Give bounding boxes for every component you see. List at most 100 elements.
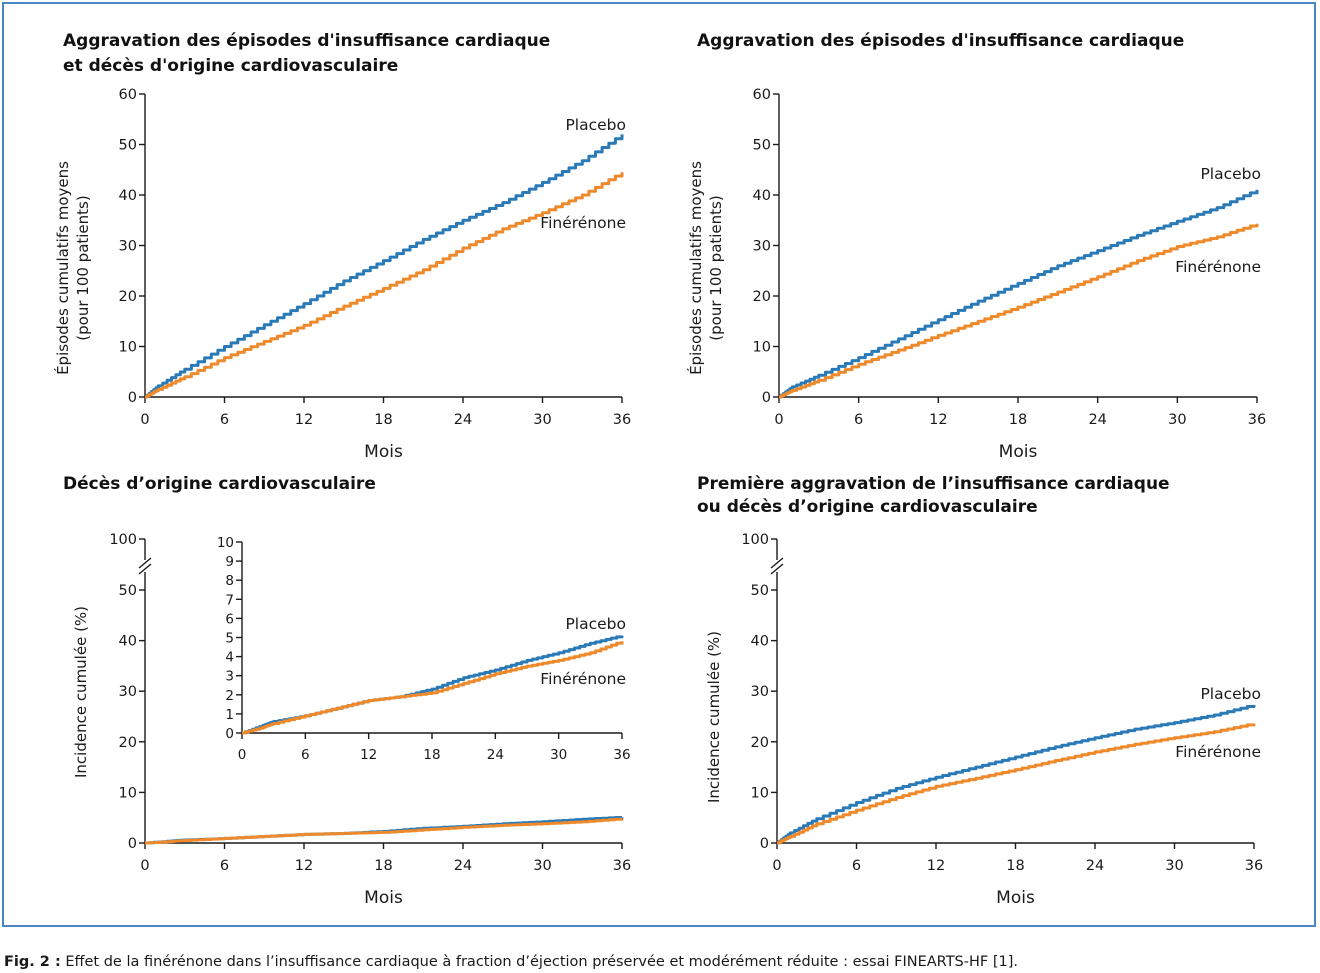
chart-c-inset-x-tick-label: 24 [487,747,504,763]
chart-b-x-tick-label: 36 [1248,412,1266,428]
chart-c-y-tick-label: 50 [119,583,137,599]
chart-c-y-tick-label: 0 [128,836,137,852]
chart-c-inset-y-tick-label: 3 [225,669,234,685]
chart-c-inset-y-tick-label: 2 [225,688,234,704]
chart-d-y-tick-label: 50 [751,583,769,599]
chart-d-y-tick-label: 10 [751,785,769,801]
chart-b-series-placebo [779,189,1259,399]
chart-c-inset-y-tick-label: 6 [225,611,234,627]
chart-c-y-tick-label: 30 [119,684,137,700]
chart-b-y-tick-label: 40 [753,188,771,204]
chart-c-inset-x-tick-label: 18 [423,747,440,763]
chart-a-title: et décès d'origine cardiovasculaire [63,56,398,76]
chart-c-inset-y-tick-label: 9 [225,554,234,570]
chart-c-inset-y-tick-label: 0 [225,726,234,742]
chart-c-inset-label-finerenone: Finérénone [540,670,626,688]
chart-c-x-label: Mois [364,888,403,908]
chart-c-axis-break [138,563,152,575]
chart-b-label-finerenone: Finérénone [1175,258,1261,276]
chart-d-x-tick-label: 36 [1245,858,1263,874]
chart-c-x-tick-label: 30 [533,858,551,874]
chart-c-x-tick-label: 18 [374,858,392,874]
chart-b-x-tick-label: 6 [854,412,863,428]
chart-c-inset-x-tick-label: 30 [550,747,567,763]
chart-c-inset-series-finerenone [242,641,624,735]
chart-c-axis-break [138,557,152,569]
chart-c-x-tick-label: 24 [454,858,472,874]
chart-d-label-placebo: Placebo [1200,685,1261,703]
chart-b-x-tick-label: 12 [929,412,947,428]
chart-d-x-tick-label: 30 [1165,858,1183,874]
chart-d-x-tick-label: 24 [1086,858,1104,874]
chart-b-x-tick-label: 18 [1009,412,1027,428]
chart-d-y-tick-label: 40 [751,634,769,650]
chart-b-y-label: (pour 100 patients) [707,195,725,340]
chart-a-y-tick-label: 20 [119,289,137,305]
chart-c-inset-x-tick-label: 6 [301,747,310,763]
chart-c-y-tick-label: 20 [119,735,137,751]
chart-c-inset-y-tick-label: 7 [225,592,234,608]
chart-d-y-tick-label: 100 [741,532,769,548]
chart-c-x-tick-label: 0 [140,858,149,874]
chart-d-y-tick-label: 0 [760,836,769,852]
chart-a-x-tick-label: 30 [533,412,551,428]
chart-c-inset-y-tick-label: 10 [217,535,234,551]
caption-label: Fig. 2 : [4,954,61,970]
chart-d-series-placebo [777,704,1256,845]
chart-d-y-label: Incidence cumulée (%) [705,631,723,803]
chart-c-inset-x-tick-label: 36 [613,747,630,763]
chart-d-x-tick-label: 0 [772,858,781,874]
chart-d-y-tick-label: 30 [751,684,769,700]
chart-a-title: Aggravation des épisodes d'insuffisance … [63,31,550,51]
chart-c-inset-x-tick-label: 12 [360,747,377,763]
chart-d-y-tick-label: 20 [751,735,769,751]
chart-d-axis-break [770,563,784,575]
chart-d-x-label: Mois [996,888,1035,908]
chart-a-y-tick-label: 30 [119,239,137,255]
chart-b-y-label: Épisodes cumulatifs moyens [686,161,705,375]
chart-a-y-tick-label: 0 [128,390,137,406]
chart-d-x-tick-label: 18 [1006,858,1024,874]
chart-c-inset-y-tick-label: 5 [225,631,234,647]
chart-b-y-tick-label: 60 [753,87,771,103]
chart-c-y-tick-label: 10 [119,785,137,801]
caption-text: Effet de la finérénone dans l’insuffisan… [60,954,1018,970]
chart-d-x-tick-label: 12 [927,858,945,874]
chart-b-y-tick-label: 20 [753,289,771,305]
chart-c-title: Décès d’origine cardiovasculaire [63,474,376,494]
chart-a-series-finerenone [145,172,624,399]
chart-a-y-tick-label: 60 [119,87,137,103]
chart-c-inset-y-tick-label: 8 [225,573,234,589]
chart-a-label-placebo: Placebo [565,116,626,134]
chart-b-y-tick-label: 30 [753,239,771,255]
figure-caption: Fig. 2 : Effet de la finérénone dans l’i… [4,954,1018,970]
chart-a-label-finerenone: Finérénone [540,214,626,232]
chart-c-series-finerenone [145,817,624,845]
chart-c-y-label: Incidence cumulée (%) [72,606,90,778]
chart-d-title: Première aggravation de l’insuffisance c… [697,474,1170,494]
chart-a-y-label: Épisodes cumulatifs moyens [53,161,72,375]
figure-frame [2,2,1316,927]
chart-c-inset-x-tick-label: 0 [238,747,247,763]
chart-a-x-tick-label: 6 [220,412,229,428]
chart-a-x-tick-label: 24 [454,412,472,428]
chart-d-axis-break [770,557,784,569]
chart-b-label-placebo: Placebo [1200,165,1261,183]
chart-c-x-tick-label: 12 [295,858,313,874]
chart-a-x-tick-label: 12 [295,412,313,428]
chart-b-y-tick-label: 10 [753,340,771,356]
chart-a-y-label: (pour 100 patients) [74,195,92,340]
chart-d-series-finerenone [777,723,1256,845]
chart-b-y-tick-label: 0 [762,390,771,406]
chart-c-x-tick-label: 36 [613,858,631,874]
chart-c-y-tick-label: 40 [119,634,137,650]
chart-c-inset-series-placebo [242,635,624,735]
chart-a-series-placebo [145,134,624,399]
chart-a-y-tick-label: 40 [119,188,137,204]
chart-b-x-tick-label: 24 [1088,412,1106,428]
chart-a-y-tick-label: 50 [119,138,137,154]
chart-a-x-tick-label: 18 [374,412,392,428]
chart-c-inset-label-placebo: Placebo [565,615,626,633]
chart-d-label-finerenone: Finérénone [1175,743,1261,761]
chart-c-inset-y-tick-label: 4 [225,650,234,666]
